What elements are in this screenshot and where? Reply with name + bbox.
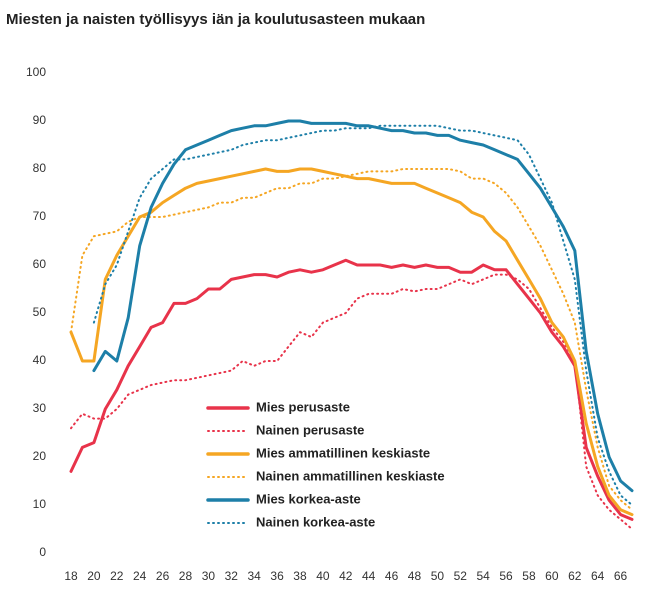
- x-tick-label: 24: [133, 569, 147, 583]
- legend-label: Mies korkea-aste: [256, 491, 361, 506]
- y-tick-label: 30: [33, 401, 47, 415]
- y-tick-label: 90: [33, 113, 47, 127]
- x-tick-label: 52: [454, 569, 468, 583]
- y-tick-label: 70: [33, 209, 47, 223]
- y-tick-label: 20: [33, 449, 47, 463]
- line-series: [70, 273, 633, 530]
- x-tick-label: 66: [614, 569, 628, 583]
- legend-label: Nainen korkea-aste: [256, 514, 375, 529]
- line-series: [69, 258, 634, 521]
- x-tick-label: 60: [545, 569, 559, 583]
- y-tick-label: 100: [26, 65, 46, 79]
- y-tick-label: 60: [33, 257, 47, 271]
- y-tick-label: 10: [33, 497, 47, 511]
- x-tick-label: 32: [225, 569, 239, 583]
- x-tick-label: 46: [385, 569, 399, 583]
- x-tick-label: 62: [568, 569, 582, 583]
- x-tick-label: 34: [248, 569, 262, 583]
- x-tick-label: 20: [87, 569, 101, 583]
- y-tick-label: 50: [33, 305, 47, 319]
- legend-label: Mies perusaste: [256, 399, 350, 414]
- x-tick-label: 50: [431, 569, 445, 583]
- legend-label: Mies ammatillinen keskiaste: [256, 445, 430, 460]
- x-tick-label: 38: [293, 569, 307, 583]
- x-tick-label: 28: [179, 569, 193, 583]
- chart-title: Miesten ja naisten työllisyys iän ja kou…: [6, 11, 425, 28]
- x-tick-label: 48: [408, 569, 422, 583]
- x-tick-label: 36: [270, 569, 284, 583]
- legend-label: Nainen perusaste: [256, 422, 364, 437]
- x-tick-label: 56: [499, 569, 513, 583]
- x-tick-label: 42: [339, 569, 353, 583]
- line-series: [69, 167, 634, 517]
- x-tick-label: 30: [202, 569, 216, 583]
- line-series: [92, 119, 634, 493]
- x-tick-label: 64: [591, 569, 605, 583]
- y-tick-label: 0: [39, 545, 46, 559]
- y-tick-label: 40: [33, 353, 47, 367]
- x-tick-label: 44: [362, 569, 376, 583]
- x-tick-label: 26: [156, 569, 170, 583]
- legend-label: Nainen ammatillinen keskiaste: [256, 468, 445, 483]
- x-tick-label: 22: [110, 569, 124, 583]
- x-tick-label: 40: [316, 569, 330, 583]
- x-tick-label: 18: [64, 569, 78, 583]
- line-series: [92, 124, 633, 506]
- y-tick-label: 80: [33, 161, 47, 175]
- x-tick-label: 58: [522, 569, 536, 583]
- x-tick-label: 54: [476, 569, 490, 583]
- line-series: [70, 168, 633, 511]
